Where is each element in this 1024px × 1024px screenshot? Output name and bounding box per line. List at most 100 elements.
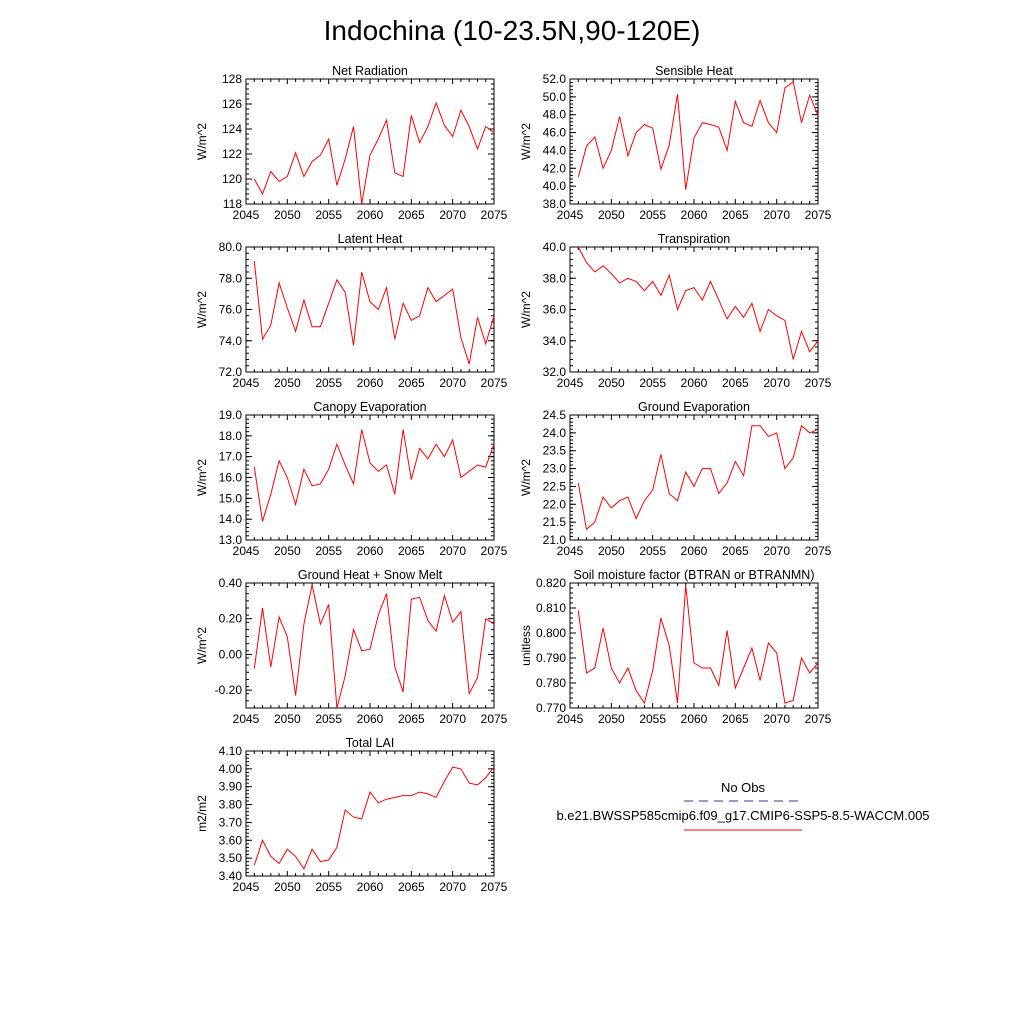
y-tick-label: 120 — [222, 172, 242, 186]
plot-frame — [245, 414, 495, 541]
x-tick-label: 2055 — [315, 880, 342, 894]
y-tick-label: 48.0 — [543, 108, 567, 122]
chart-panel: Sensible Heat W/m^2 2045 2050 2055 2060 2065 20… — [519, 64, 832, 222]
plot-frame — [569, 582, 819, 709]
x-tick-label: 2050 — [598, 376, 625, 390]
x-tick-label: 2060 — [357, 376, 384, 390]
x-tick-label: 2060 — [681, 712, 708, 726]
x-tick-label: 2050 — [274, 544, 301, 558]
x-tick-label: 2075 — [805, 376, 832, 390]
chart-panel: Ground Heat + Snow Melt W/m^2 2045 2050 2055… — [195, 568, 508, 726]
x-tick-label: 2045 — [233, 880, 260, 894]
y-tick-label: 4.10 — [219, 744, 243, 758]
x-tick-label: 2060 — [681, 376, 708, 390]
y-axis-label: W/m^2 — [195, 123, 209, 160]
y-tick-label: 0.770 — [536, 701, 566, 715]
y-tick-label: 23.0 — [543, 462, 567, 476]
y-tick-label: 14.0 — [219, 512, 243, 526]
y-tick-label: 0.20 — [219, 612, 243, 626]
y-axis-label: W/m^2 — [195, 627, 209, 664]
y-tick-label: 42.0 — [543, 161, 567, 175]
x-tick-label: 2045 — [233, 712, 260, 726]
y-tick-label: -0.20 — [215, 683, 243, 697]
x-tick-label: 2070 — [763, 544, 790, 558]
y-tick-label: 126 — [222, 97, 242, 111]
y-tick-label: 24.5 — [543, 408, 567, 422]
plot-frame — [569, 78, 819, 205]
x-tick-label: 2055 — [639, 712, 666, 726]
chart-panel: Latent Heat W/m^2 2045 2050 2055 2060 2065 2070… — [195, 232, 508, 390]
x-tick-label: 2070 — [763, 376, 790, 390]
y-tick-label: 38.0 — [543, 197, 567, 211]
panel-title: Net Radiation — [332, 64, 408, 78]
x-tick-label: 2070 — [439, 376, 466, 390]
x-tick-label: 2065 — [722, 376, 749, 390]
series-line — [577, 80, 819, 190]
chart-panel: Ground Evaporation W/m^2 2045 2050 2055 2060 2… — [519, 400, 832, 558]
y-tick-label: 50.0 — [543, 90, 567, 104]
y-tick-label: 38.0 — [543, 271, 567, 285]
y-tick-label: 44.0 — [543, 143, 567, 157]
y-tick-label: 80.0 — [219, 240, 243, 254]
y-tick-label: 74.0 — [219, 334, 243, 348]
x-tick-label: 2075 — [805, 208, 832, 222]
y-tick-label: 21.0 — [543, 533, 567, 547]
series-line — [253, 101, 495, 205]
x-tick-label: 2055 — [315, 376, 342, 390]
x-tick-label: 2060 — [357, 208, 384, 222]
x-tick-label: 2050 — [274, 880, 301, 894]
y-axis-label: unitless — [519, 625, 533, 666]
x-tick-label: 2055 — [315, 544, 342, 558]
plot-frame — [245, 246, 495, 373]
plot-frame — [569, 246, 819, 373]
x-tick-label: 2070 — [763, 712, 790, 726]
panel-title: Transpiration — [658, 232, 731, 246]
y-tick-label: 0.820 — [536, 576, 566, 590]
y-tick-label: 40.0 — [543, 240, 567, 254]
x-tick-label: 2045 — [233, 376, 260, 390]
y-tick-label: 34.0 — [543, 334, 567, 348]
y-tick-label: 3.80 — [219, 798, 243, 812]
y-tick-label: 24.0 — [543, 426, 567, 440]
x-tick-label: 2060 — [357, 712, 384, 726]
chart-panels: Net Radiation W/m^2 2045 2050 2055 2060 2065 20… — [195, 64, 832, 894]
y-tick-label: 3.50 — [219, 851, 243, 865]
y-tick-label: 13.0 — [219, 533, 243, 547]
y-axis-label: W/m^2 — [519, 291, 533, 328]
series-line — [253, 766, 495, 870]
y-tick-label: 18.0 — [219, 429, 243, 443]
y-tick-label: 118 — [223, 197, 242, 211]
y-axis-label: W/m^2 — [195, 291, 209, 328]
y-tick-label: 4.00 — [219, 762, 243, 776]
y-tick-label: 21.5 — [543, 515, 567, 529]
panel-title: Total LAI — [346, 736, 395, 750]
x-tick-label: 2075 — [481, 712, 508, 726]
series-line — [577, 246, 819, 360]
panel-title: Ground Heat + Snow Melt — [298, 568, 443, 582]
y-axis-label: W/m^2 — [519, 459, 533, 496]
x-tick-label: 2050 — [274, 712, 301, 726]
x-tick-label: 2075 — [481, 880, 508, 894]
chart-panel: Transpiration W/m^2 2045 2050 2055 2060 2065 20… — [519, 232, 832, 390]
chart-panel: Net Radiation W/m^2 2045 2050 2055 2060 2065 20… — [195, 64, 508, 222]
chart-panel: Total LAI m2/m2 2045 2050 2055 2060 2065 2070 20… — [195, 736, 508, 894]
x-tick-label: 2050 — [598, 208, 625, 222]
x-tick-label: 2045 — [233, 544, 260, 558]
x-tick-label: 2070 — [439, 208, 466, 222]
y-axis-label: W/m^2 — [195, 459, 209, 496]
x-tick-label: 2070 — [439, 712, 466, 726]
plot-frame — [569, 414, 819, 541]
y-tick-label: 72.0 — [219, 365, 243, 379]
y-tick-label: 0.40 — [219, 576, 243, 590]
x-tick-label: 2060 — [681, 208, 708, 222]
x-tick-label: 2075 — [805, 712, 832, 726]
x-tick-label: 2065 — [398, 712, 425, 726]
x-tick-label: 2045 — [557, 208, 584, 222]
series-line — [253, 429, 495, 522]
x-tick-label: 2055 — [315, 712, 342, 726]
x-tick-label: 2075 — [481, 376, 508, 390]
y-tick-label: 0.810 — [536, 601, 566, 615]
y-tick-label: 0.780 — [536, 676, 566, 690]
x-tick-label: 2050 — [598, 712, 625, 726]
series-line — [253, 584, 495, 709]
